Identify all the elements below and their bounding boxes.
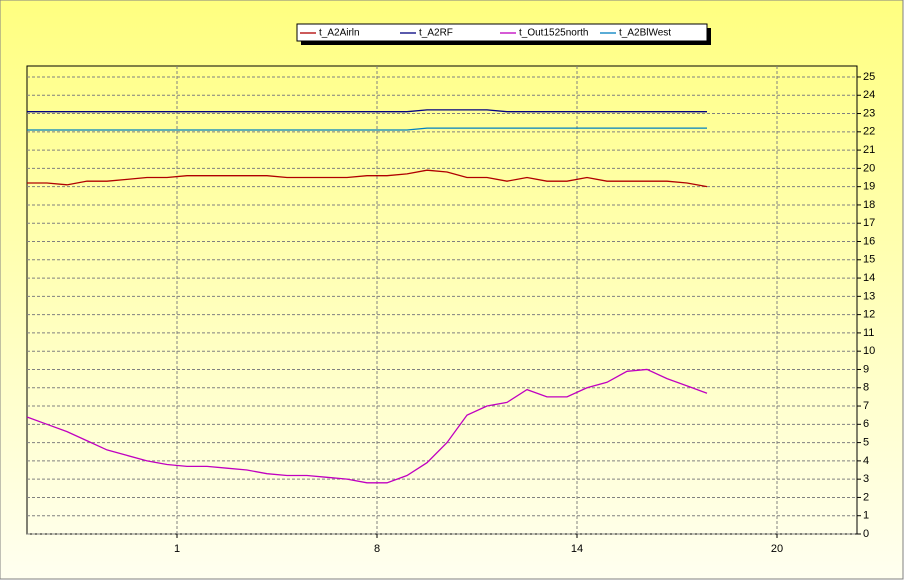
- x-tick-label: 1: [174, 543, 180, 555]
- y-tick-label: 3: [863, 473, 869, 485]
- series-line: [26, 368, 708, 484]
- legend-label: t_A2Airln: [319, 28, 360, 39]
- series-line: [27, 127, 707, 131]
- y-tick-label: 9: [863, 363, 869, 375]
- legend-label: t_A2RF: [419, 28, 453, 39]
- legend-label: t_A2BlWest: [619, 28, 671, 39]
- y-tick-label: 4: [863, 455, 869, 467]
- y-tick-label: 11: [863, 327, 874, 339]
- y-tick-label: 19: [863, 181, 875, 193]
- y-tick-label: 14: [863, 272, 875, 284]
- y-tick-label: 15: [863, 254, 875, 266]
- y-tick-label: 13: [863, 290, 875, 302]
- y-tick-label: 7: [863, 400, 869, 412]
- y-tick-label: 25: [863, 71, 875, 83]
- y-tick-label: 21: [863, 144, 875, 156]
- y-tick-label: 18: [863, 199, 875, 211]
- y-tick-label: 6: [863, 418, 869, 430]
- series-line: [27, 109, 707, 113]
- legend: t_A2Airln t_A2RF t_Out1525north t_A2BlWest: [300, 28, 671, 39]
- y-tick-label: 10: [863, 345, 875, 357]
- y-tick-label: 8: [863, 382, 869, 394]
- y-tick-label: 24: [863, 89, 875, 101]
- y-tick-label: 2: [863, 491, 869, 503]
- x-tick-label: 20: [771, 543, 783, 555]
- y-tick-label: 0: [863, 528, 869, 540]
- x-tick-label: 8: [374, 543, 380, 555]
- y-tick-label: 23: [863, 107, 875, 119]
- y-tick-label: 17: [863, 217, 875, 229]
- y-tick-label: 20: [863, 162, 875, 174]
- y-tick-label: 1: [863, 510, 869, 522]
- x-tick-label: 14: [571, 543, 583, 555]
- y-tick-label: 5: [863, 437, 869, 449]
- y-tick-label: 22: [863, 126, 875, 138]
- y-tick-label: 16: [863, 235, 875, 247]
- series-line: [27, 169, 708, 188]
- legend-label: t_Out1525north: [519, 28, 589, 39]
- y-tick-label: 12: [863, 309, 875, 321]
